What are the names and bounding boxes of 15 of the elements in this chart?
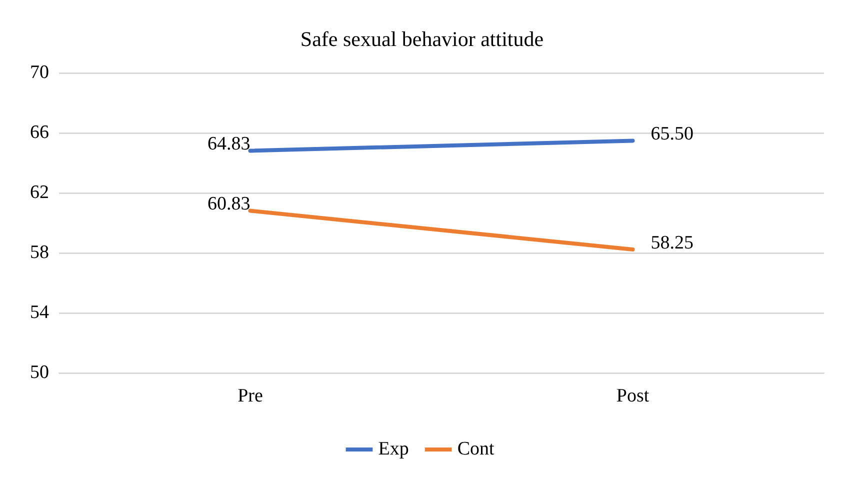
x-tick-label: Post (616, 386, 650, 407)
x-tick-label: Pre (238, 386, 263, 407)
y-tick-label: 62 (30, 182, 49, 204)
data-label: 60.83 (208, 194, 250, 215)
legend-label: Exp (378, 438, 409, 460)
data-label: 64.83 (208, 134, 250, 155)
y-tick-label: 58 (30, 242, 49, 264)
legend-label: Cont (457, 438, 495, 460)
y-tick-label: 66 (30, 122, 49, 144)
data-label: 58.25 (650, 232, 694, 254)
data-label: 65.50 (650, 124, 694, 145)
chart-title: Safe sexual behavior attitude (300, 27, 544, 52)
y-tick-label: 54 (30, 302, 50, 324)
y-tick-label: 50 (30, 362, 49, 384)
y-tick-label: 70 (30, 62, 49, 84)
